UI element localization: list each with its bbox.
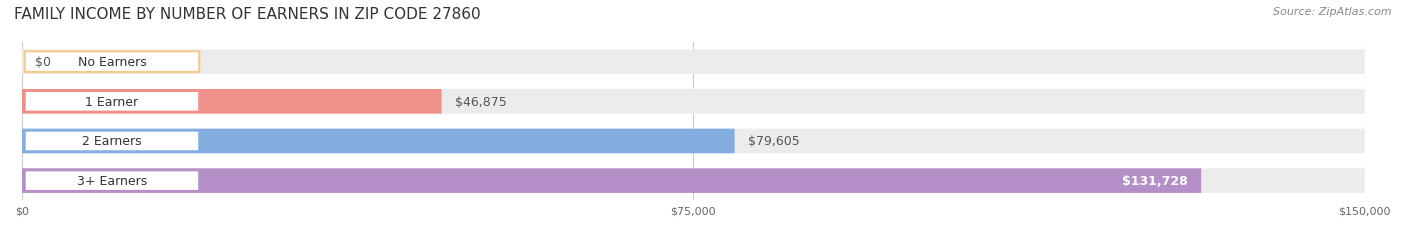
FancyBboxPatch shape <box>25 170 200 191</box>
Text: 1 Earner: 1 Earner <box>86 95 139 108</box>
FancyBboxPatch shape <box>25 52 200 73</box>
FancyBboxPatch shape <box>22 90 441 114</box>
FancyBboxPatch shape <box>22 50 1365 75</box>
Text: $46,875: $46,875 <box>456 95 506 108</box>
FancyBboxPatch shape <box>25 92 200 112</box>
FancyBboxPatch shape <box>22 90 1365 114</box>
Text: $131,728: $131,728 <box>1122 174 1188 187</box>
FancyBboxPatch shape <box>22 129 734 154</box>
FancyBboxPatch shape <box>25 131 200 152</box>
Text: 3+ Earners: 3+ Earners <box>77 174 148 187</box>
Text: Source: ZipAtlas.com: Source: ZipAtlas.com <box>1274 7 1392 17</box>
Text: $0: $0 <box>35 56 52 69</box>
Text: FAMILY INCOME BY NUMBER OF EARNERS IN ZIP CODE 27860: FAMILY INCOME BY NUMBER OF EARNERS IN ZI… <box>14 7 481 22</box>
Text: 2 Earners: 2 Earners <box>82 135 142 148</box>
FancyBboxPatch shape <box>22 169 1201 193</box>
FancyBboxPatch shape <box>22 169 1365 193</box>
Text: $79,605: $79,605 <box>748 135 800 148</box>
FancyBboxPatch shape <box>22 129 1365 154</box>
Text: No Earners: No Earners <box>77 56 146 69</box>
